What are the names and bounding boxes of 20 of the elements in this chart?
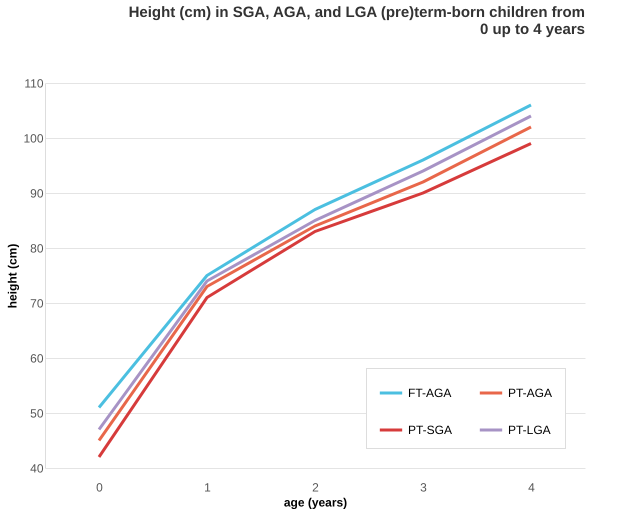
y-tick-label: 50 xyxy=(30,406,44,420)
x-axis-title: age (years) xyxy=(284,496,348,510)
y-tick-label: 100 xyxy=(23,132,44,146)
x-tick-label: 2 xyxy=(312,480,320,494)
y-axis-title: height (cm) xyxy=(5,244,20,308)
y-tick-label: 90 xyxy=(30,186,44,200)
legend-label: PT-SGA xyxy=(408,423,452,437)
legend-label: PT-LGA xyxy=(508,423,551,437)
x-tick-label: 0 xyxy=(96,480,104,494)
y-tick-label: 60 xyxy=(30,352,44,366)
legend-label: PT-AGA xyxy=(508,386,552,400)
x-tick-label: 3 xyxy=(420,480,428,494)
legend-label: FT-AGA xyxy=(408,386,452,400)
y-tick-label: 70 xyxy=(30,296,44,310)
y-tick-label: 40 xyxy=(30,462,44,476)
y-tick-label: 80 xyxy=(30,242,44,256)
x-tick-label: 4 xyxy=(528,480,536,494)
chart-title: Height (cm) in SGA, AGA, and LGA (pre)term-born children from 0 up to 4 years xyxy=(128,4,585,38)
x-tick-label: 1 xyxy=(204,480,212,494)
y-tick-label: 110 xyxy=(24,76,44,90)
